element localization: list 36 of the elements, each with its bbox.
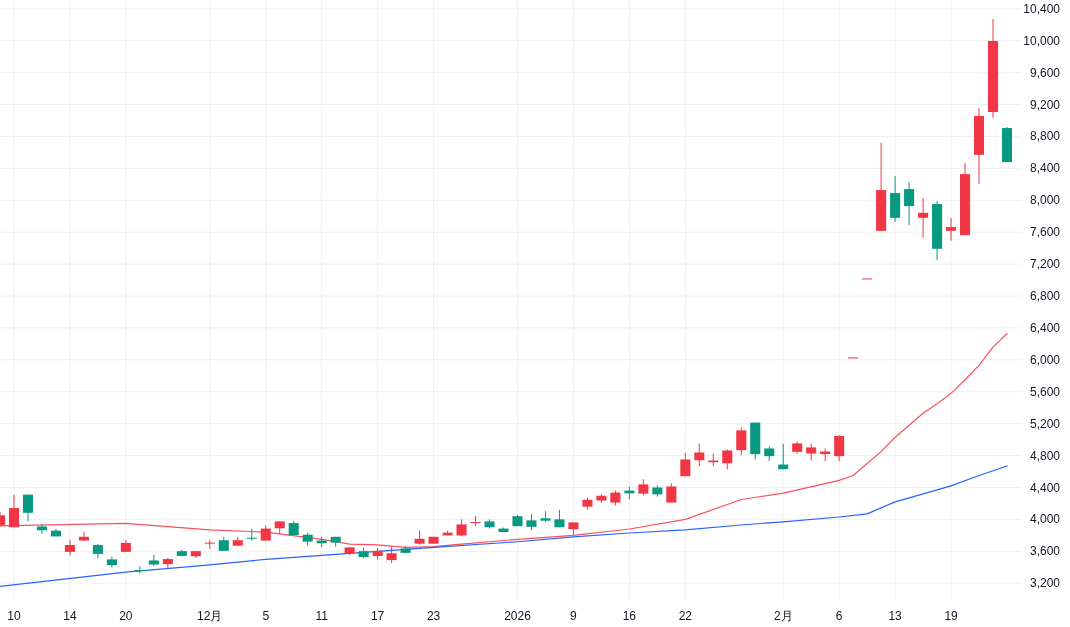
y-tick-label: 4,000	[1029, 512, 1061, 527]
y-tick-label: 3,600	[1029, 544, 1061, 559]
y-tick-label: 3,200	[1029, 576, 1061, 591]
x-tick-label: 11	[315, 609, 329, 623]
x-tick-label: 22	[678, 609, 693, 623]
x-tick-label: 9	[570, 609, 578, 623]
y-tick-label: 8,800	[1029, 129, 1061, 144]
y-tick-label: 9,200	[1029, 97, 1061, 112]
x-tick-label: 2026	[504, 609, 532, 623]
y-tick-label: 7,200	[1029, 257, 1061, 272]
y-tick-label: 7,600	[1029, 225, 1061, 240]
x-tick-label: 19	[944, 609, 959, 623]
y-tick-label: 8,000	[1029, 193, 1061, 208]
x-tick-label: 14	[63, 609, 77, 623]
x-tick-label: 10	[7, 609, 21, 623]
y-tick-label: 10,400	[1023, 1, 1061, 16]
y-tick-label: 4,400	[1029, 480, 1061, 495]
y-tick-label: 5,600	[1029, 384, 1061, 399]
y-tick-label: 5,200	[1029, 416, 1061, 431]
x-tick-label: 16	[622, 609, 637, 623]
y-tick-label: 6,800	[1029, 289, 1061, 304]
x-tick-label: 6	[835, 609, 843, 623]
y-tick-label: 6,400	[1029, 320, 1061, 335]
x-tick-label: 23	[426, 609, 441, 623]
x-tick-label: 13	[888, 609, 903, 623]
y-tick-label: 10,000	[1023, 33, 1061, 48]
x-tick-label: 20	[119, 609, 133, 623]
y-tick-label: 6,000	[1029, 352, 1061, 367]
y-tick-label: 4,800	[1029, 448, 1061, 463]
x-tick-label: 2月	[773, 609, 793, 623]
y-tick-label: 9,600	[1029, 65, 1061, 80]
x-tick-label: 12月	[197, 609, 223, 623]
line-series	[0, 465, 1008, 588]
x-tick-label: 5	[262, 609, 270, 623]
x-tick-label: 17	[370, 609, 385, 623]
y-tick-label: 8,400	[1029, 161, 1061, 176]
